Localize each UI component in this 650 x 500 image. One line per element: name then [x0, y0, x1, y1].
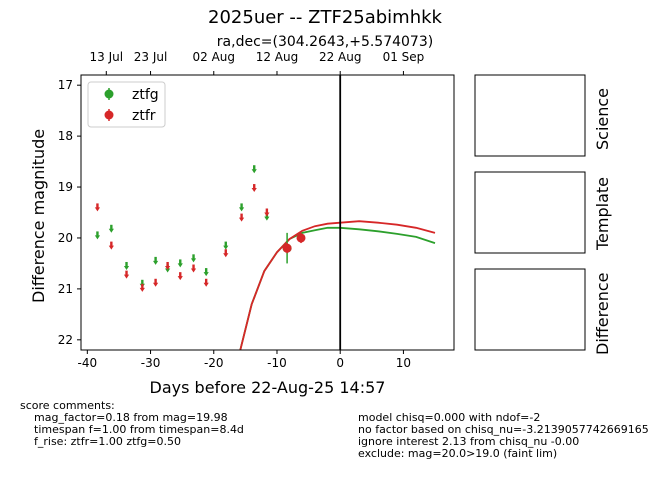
top-date-tick-label: 01 Sep — [383, 50, 425, 64]
upper-limit-arrow-ztfr — [264, 212, 270, 217]
x-tick-label: -30 — [141, 356, 161, 370]
score-comment-left-3: f_rise: ztfr=1.00 ztfg=0.50 — [34, 435, 181, 448]
legend-ztfr-marker — [104, 110, 114, 120]
score-comment-right-1: model chisq=0.000 with ndof=-2 — [358, 411, 541, 424]
upper-limit-arrow-ztfr — [251, 188, 257, 193]
model-curve-ztfg — [239, 226, 436, 350]
top-date-tick-label: 22 Aug — [319, 50, 362, 64]
top-date-tick-label: 13 Jul — [90, 50, 124, 64]
plot-area: -40 -30 -20 -10 0 10 13 Jul 23 Jul 02 Aug 12 Aug 2… — [58, 50, 436, 370]
score-comment-right-2: no factor based on chisq_nu=-3.213905774… — [358, 423, 649, 436]
upper-limit-arrow-ztfr — [123, 274, 130, 279]
template-panel — [474, 171, 586, 254]
upper-limit-arrow-ztfg — [123, 265, 130, 270]
upper-limit-arrow-ztfr — [153, 282, 159, 287]
top-date-tick-label: 12 Aug — [256, 50, 299, 64]
upper-limit-arrow-ztfg — [177, 263, 183, 268]
upper-limit-arrow-ztfr — [94, 207, 101, 212]
legend: ztfg ztfr — [87, 81, 166, 128]
upper-limit-arrow-ztfr — [223, 253, 229, 258]
upper-limit-arrow-ztfg — [223, 245, 229, 250]
score-comments-header: score comments: — [20, 399, 115, 412]
upper-limit-arrow-ztfr — [238, 217, 245, 222]
top-date-tick-label: 02 Aug — [193, 50, 236, 64]
upper-limit-arrow-ztfg — [153, 260, 159, 265]
plot-frame — [80, 74, 455, 351]
x-tick-label: 10 — [396, 356, 411, 370]
y-axis-label: Difference magnitude — [29, 128, 48, 303]
upper-limit-arrow-ztfg — [108, 228, 114, 233]
model-curve-ztfr — [239, 220, 436, 350]
model-curves — [239, 220, 436, 350]
upper-limit-arrow-ztfr — [139, 287, 145, 292]
score-comment-left-2: timespan f=1.00 from timespan=8.4d — [34, 423, 244, 436]
y-tick-label: 18 — [58, 129, 73, 143]
upper-limit-arrow-ztfg — [238, 207, 245, 212]
x-tick-label: 0 — [336, 356, 344, 370]
x-axis-label: Days before 22-Aug-25 14:57 — [149, 378, 386, 397]
upper-limit-arrow-ztfr — [203, 282, 209, 287]
chart-subtitle: ra,dec=(304.2643,+5.574073) — [216, 34, 434, 50]
template-label: Template — [593, 176, 612, 250]
chart-title: 2025uer -- ZTF25abimhkk — [208, 7, 442, 28]
detection-point-ztfr — [296, 233, 306, 243]
y-tick-label: 20 — [58, 231, 73, 245]
science-label: Science — [593, 87, 612, 150]
upper-limit-arrow-ztfg — [94, 235, 101, 240]
x-tick-label: -10 — [267, 356, 287, 370]
legend-ztfg-marker — [104, 89, 114, 99]
y-tick-label: 22 — [58, 333, 73, 347]
top-date-tick-label: 23 Jul — [134, 50, 168, 64]
legend-ztfr-label: ztfr — [132, 108, 156, 124]
upper-limit-arrow-ztfr — [165, 265, 171, 270]
y-tick-label: 17 — [58, 78, 73, 92]
difference-panel — [474, 268, 586, 351]
detection-point-ztfr — [282, 243, 292, 253]
upper-limit-arrow-ztfg — [203, 272, 209, 277]
y-tick-label: 19 — [58, 180, 73, 194]
difference-label: Difference — [593, 272, 612, 355]
upper-limit-arrow-ztfg — [165, 268, 171, 273]
upper-limit-arrow-ztfg — [251, 169, 257, 174]
science-panel — [474, 74, 586, 157]
upper-limit-arrow-ztfr — [190, 268, 197, 273]
legend-ztfg-label: ztfg — [132, 87, 159, 103]
x-tick-label: -40 — [78, 356, 98, 370]
x-tick-label: -20 — [204, 356, 224, 370]
score-comment-right-4: exclude: mag=20.0>19.0 (faint lim) — [358, 447, 558, 460]
upper-limit-arrow-ztfr — [177, 276, 183, 281]
y-tick-label: 21 — [58, 282, 73, 296]
score-comment-left-1: mag_factor=0.18 from mag=19.98 — [34, 411, 228, 424]
upper-limit-arrow-ztfg — [264, 216, 270, 221]
score-comment-right-3: ignore interest 2.13 from chisq_nu -0.00 — [358, 435, 580, 448]
upper-limit-arrow-ztfr — [108, 245, 114, 250]
upper-limit-arrow-ztfg — [190, 258, 197, 263]
